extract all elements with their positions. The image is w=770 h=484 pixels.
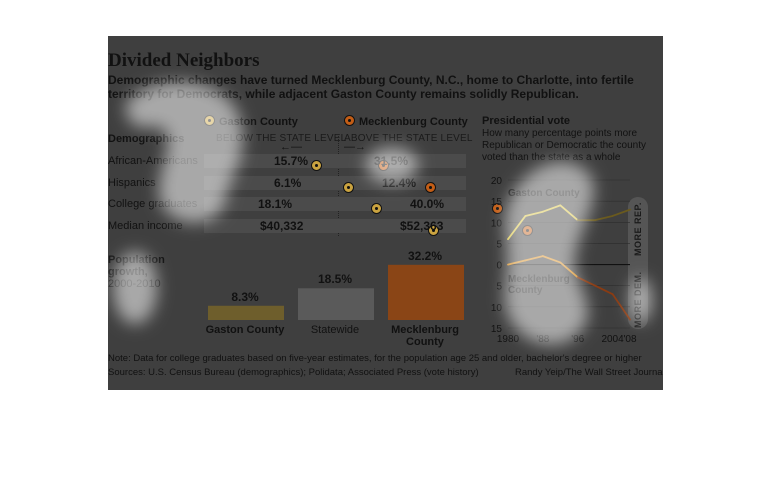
row-label: African-Americans [108,155,198,167]
gaston-dot-icon [370,203,382,214]
legend-mecklenburg: Mecklenburg County [344,115,468,128]
table-row [204,154,466,168]
mecklenburg-vote-line [594,284,614,296]
vote-description: How many percentage points more Republic… [482,128,646,163]
demographics-heading: Demographics [108,133,185,145]
population-heading: Population growth, [108,254,165,278]
y-tick-label: 0 [496,261,502,272]
x-tick-label: 2004 [601,334,624,345]
page-title: Divided Neighbors [108,50,260,71]
gaston-value: 15.7% [274,154,309,168]
y-tick-label: 5 [496,282,502,293]
x-tick-label: '08 [623,334,636,345]
x-tick-label: '96 [571,334,584,345]
population-bar [298,288,374,320]
bar-category-label: Statewide [310,324,360,336]
gaston-dot-icon [342,182,354,193]
infographic-panel: Divided Neighbors Demographic changes ha… [108,36,663,390]
gaston-dot-icon [204,115,215,126]
y-tick-label: 15 [491,324,503,335]
mecklenburg-vote-line [576,276,597,287]
gaston-dot-icon [427,225,439,236]
mecklenburg-value: 12.4% [382,176,417,190]
row-label: Hispanics [108,177,156,189]
y-tick-label: 15 [491,197,503,208]
above-state-label: ABOVE THE STATE LEVEL [344,133,473,144]
below-state-label: BELOW THE STATE LEVEL [216,133,347,144]
row-label: College graduates [108,198,198,210]
bar-category-label: Gaston County [205,324,285,336]
table-row [204,219,466,233]
mecklenburg-dot-icon [492,203,504,214]
legend-gaston: Gaston County [204,115,298,128]
row-label: Median income [108,220,183,232]
mecklenburg-vote-line [541,255,562,264]
bar-category-label: Mecklenburg County [391,324,459,348]
gaston-vote-line [507,215,527,241]
population-bar-chart [208,264,464,320]
subtitle: Demographic changes have turned Mecklenb… [108,73,634,101]
gaston-vote-line [541,204,562,213]
mecklenburg-value: $52,363 [400,219,444,233]
mecklenburg-value: 40.0% [410,197,445,211]
footer-credit: Randy Yeip/The Wall Street Journal [515,367,663,378]
gaston-value: $40,332 [260,219,304,233]
gaston-vote-line [559,204,579,222]
population-years: 2000-2010 [108,278,161,290]
footer-note: Note: Data for college graduates based o… [108,353,642,364]
bar-value-label: 18.5% [317,272,353,287]
population-bar [208,305,284,320]
gaston-value: 18.1% [258,197,293,211]
gaston-dot-icon [311,160,322,171]
footer-sources: Sources: U.S. Census Bureau (demographic… [108,367,479,378]
mecklenburg-dot-icon [344,115,355,126]
mecklenburg-vote-line [524,255,544,262]
gaston-value: 6.1% [274,176,302,190]
meck-line-label-1: Mecklenburg [508,274,570,285]
bar-value-label: 8.3% [231,289,259,304]
y-tick-label: 20 [491,176,503,187]
mecklenburg-dot-icon [425,182,437,193]
y-tick-label: 10 [491,303,503,314]
mecklenburg-value: 31.5% [374,154,409,168]
y-tick-label: 5 [496,239,502,250]
gaston-vote-line [594,215,614,222]
gaston-line-label: Gaston County [508,188,580,199]
arrow-left-icon: ←— [280,141,302,153]
legend-gaston-label: Gaston County [219,116,298,128]
x-tick-label: 1980 [497,334,520,345]
y-tick-label: 10 [491,218,503,229]
mecklenburg-vote-line [507,259,527,266]
population-bar [388,264,464,320]
mecklenburg-vote-line [611,293,631,321]
vote-heading: Presidential vote [482,115,571,127]
arrow-right-icon: —→ [344,141,366,153]
table-row [204,197,466,211]
gaston-vote-line [611,208,631,217]
meck-line-label-2: County [508,285,543,296]
gaston-vote-line [524,210,544,217]
x-tick-label: '88 [536,334,549,345]
bar-value-label: 32.2% [407,248,443,263]
legend-mecklenburg-label: Mecklenburg County [359,116,468,128]
